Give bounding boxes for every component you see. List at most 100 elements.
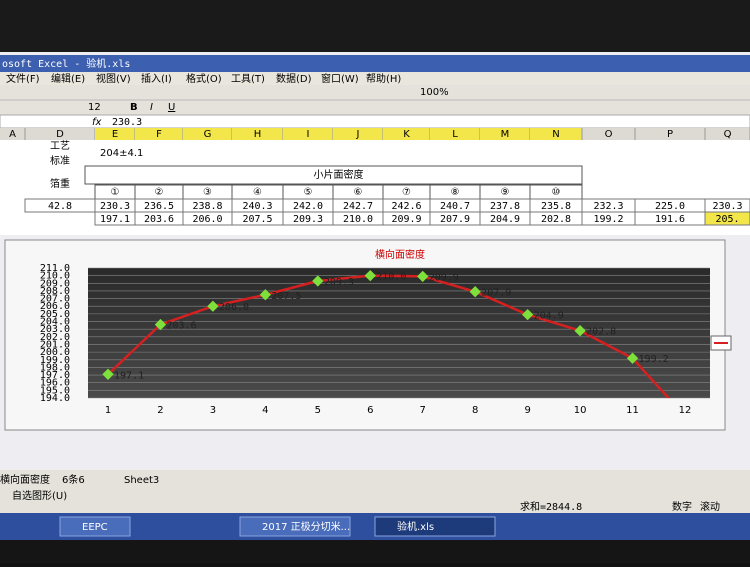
cell[interactable]: 203.6 [144,214,174,225]
data-label: 197.1 [114,370,144,381]
cell[interactable]: 199.2 [593,214,623,225]
cell[interactable]: 206.0 [192,214,222,225]
cell[interactable]: 202.8 [541,214,571,225]
column-header[interactable]: N [552,129,559,140]
cell[interactable]: 240.3 [242,201,272,212]
bold-button[interactable]: B [130,102,138,113]
column-header[interactable]: J [356,129,360,140]
column-header[interactable]: D [56,129,64,140]
column-header[interactable]: I [307,129,310,140]
cell[interactable]: 235.8 [541,201,571,212]
y-tick-label: 210.0 [40,271,70,282]
y-tick-label: 194.0 [40,393,70,404]
y-tick-label: 205.0 [40,309,70,320]
menu-item[interactable]: 数据(D) [276,72,312,85]
sheet-tab[interactable]: 6条6 [62,473,85,486]
cell[interactable]: 237.8 [490,201,520,212]
autoshapes-menu[interactable]: 自选图形(U) [12,489,67,502]
cell: 标准 [50,155,70,167]
y-tick-label: 195.0 [40,385,70,396]
italic-button[interactable]: I [150,102,153,113]
y-tick-label: 197.0 [40,370,70,381]
column-header[interactable]: L [452,129,458,140]
cell[interactable]: 230.3 [100,201,130,212]
column-header[interactable]: O [605,129,613,140]
y-tick-label: 207.0 [40,294,70,305]
menu-item[interactable]: 插入(I) [141,72,172,85]
data-label: 204.9 [534,311,564,322]
column-header[interactable]: M [501,129,510,140]
cell[interactable]: 207.9 [440,214,470,225]
cell[interactable]: 205. [715,214,739,225]
column-header[interactable]: F [156,129,162,140]
y-tick-label: 196.0 [40,378,70,389]
marker [574,325,586,337]
menu-item[interactable]: 工具(T) [231,73,265,85]
menu-item[interactable]: 文件(F) [6,72,40,85]
marker [626,352,639,364]
x-tick-label: 9 [524,405,530,416]
marker [469,286,481,298]
y-tick-label: 202.0 [40,332,70,343]
cell[interactable]: 242.7 [343,201,373,212]
cell: ⑥ [354,187,363,198]
y-tick-label: 209.0 [40,278,70,289]
taskbar-button[interactable] [374,516,496,537]
marker [312,275,324,287]
font-size[interactable]: 12 [88,102,101,113]
bezel [0,0,750,52]
cell: ⑧ [451,187,460,198]
cell: 204±4.1 [100,148,143,159]
menu-item[interactable]: 窗口(W) [321,72,359,85]
taskbar-button[interactable] [59,516,131,537]
taskbar-button[interactable] [239,516,351,537]
marker [259,289,272,301]
taskbar-items: EEPC 2017 正极分切米... 验机.xls [59,516,496,537]
cell[interactable]: 242.6 [391,201,421,212]
column-header[interactable]: P [667,129,673,140]
cell[interactable]: 197.1 [100,214,130,225]
menu-item[interactable]: 视图(V) [96,72,131,85]
marker [364,269,376,282]
cell[interactable]: 240.7 [440,201,470,212]
zoom[interactable]: 100% [420,87,449,98]
column-header[interactable]: A [9,129,16,140]
menu-item[interactable]: 格式(O) [186,72,222,85]
cell[interactable]: 236.5 [144,201,174,212]
column-header[interactable]: G [204,129,212,140]
menu-item[interactable]: 帮助(H) [366,72,401,85]
cell[interactable]: 207.5 [242,214,272,225]
x-tick-label: 2 [157,405,163,416]
title-bar [0,55,750,72]
taskbar-label: 验机.xls [397,520,434,533]
cell[interactable]: 238.8 [192,201,222,212]
data-label: 207.9 [481,288,511,299]
column-highlight [333,128,383,140]
marker [207,300,219,312]
formula-value[interactable]: 230.3 [112,117,142,128]
cell: ⑨ [501,187,510,198]
menu-item[interactable]: 编辑(E) [51,72,85,85]
sheet-tab[interactable]: Sheet3 [124,475,159,486]
cell[interactable]: 209.9 [391,214,421,225]
sheet-tab[interactable]: 横向面密度 [0,473,50,486]
underline-button[interactable]: U [168,102,175,113]
cell[interactable]: 225.0 [655,201,685,212]
column-header[interactable]: K [403,129,410,140]
column-header[interactable]: E [112,129,118,140]
cell[interactable]: 242.0 [293,201,323,212]
cell[interactable]: 232.3 [593,201,623,212]
cell[interactable]: 191.6 [655,214,685,225]
column-header[interactable]: H [254,129,262,140]
cell[interactable]: 230.3 [712,201,742,212]
data-label: 209.9 [429,272,459,283]
cell[interactable]: 210.0 [343,214,373,225]
status-mode: 数字 [672,500,692,513]
y-tick-label: 203.0 [40,324,70,335]
column-header[interactable]: Q [724,129,732,140]
cell[interactable]: 209.3 [293,214,323,225]
cell[interactable]: 42.8 [48,201,72,212]
cell[interactable]: 204.9 [490,214,520,225]
